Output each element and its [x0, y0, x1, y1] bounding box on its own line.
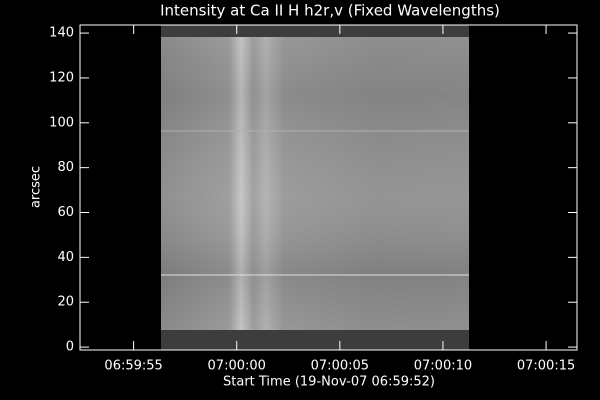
chart-title: Intensity at Ca II H h2r,v (Fixed Wavele… — [160, 2, 500, 20]
y-tick-label: 20 — [57, 295, 74, 310]
x-tick-label: 07:00:00 — [208, 359, 266, 374]
y-tick-label: 80 — [57, 160, 74, 175]
image — [161, 25, 469, 350]
x-tick-label: 07:00:05 — [311, 359, 369, 374]
y-tick-label: 0 — [66, 340, 74, 355]
x-axis-title: Start Time (19-Nov-07 06:59:52) — [223, 375, 435, 390]
y-tick-label: 140 — [49, 26, 74, 41]
plot-frame — [79, 24, 578, 351]
y-tick-label: 120 — [49, 70, 74, 85]
y-tick-label: 40 — [57, 250, 74, 265]
x-tick-label: 06:59:55 — [104, 359, 162, 374]
x-tick-label: 07:00:10 — [414, 359, 472, 374]
x-tick-label: 07:00:15 — [517, 359, 575, 374]
image-shading — [161, 37, 469, 330]
y-tick-label: 100 — [49, 115, 74, 130]
y-axis-title: arcsec — [29, 166, 44, 208]
y-tick-label: 60 — [57, 205, 74, 220]
